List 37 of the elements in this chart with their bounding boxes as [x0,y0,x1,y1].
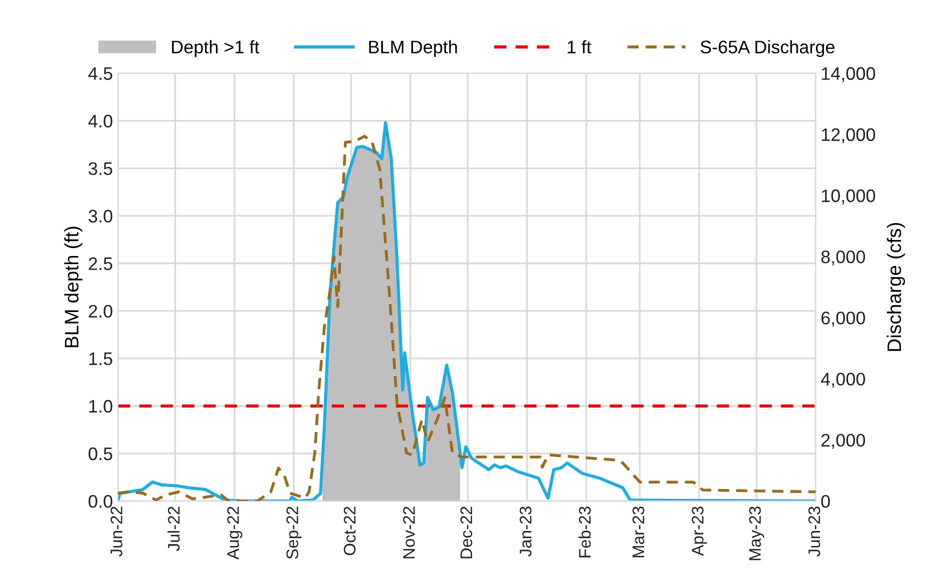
y2-tick-label: 10,000 [822,189,876,204]
y-tick-label: 1.5 [89,352,112,366]
legend-label: Depth >1 ft [172,40,260,57]
x-tick-label: Sep-22 [286,506,302,559]
x-tick-label: Oct-22 [344,506,356,556]
x-tick-label: Jun-22 [110,506,122,557]
x-tick-label: Jan-23 [520,506,532,557]
x-tick-label: Apr-23 [692,506,707,556]
y-tick-label: 2.0 [88,304,112,318]
y-tick-label: 4.0 [88,114,112,128]
y-axis-title: BLM depth (ft) [64,226,82,348]
legend-label: S-65A Discharge [700,40,834,57]
y2-tick-label: 14,000 [822,67,876,82]
y-tick-label: 3.0 [88,210,112,223]
x-tick-label: Nov-22 [403,506,415,558]
y-tick-label: 4.5 [88,67,112,80]
legend-label: 1 ft [568,40,592,54]
y2-tick-label: 0 [821,494,830,508]
x-tick-label: Mar-23 [632,506,644,558]
x-tick-label: Feb-23 [578,506,591,558]
x-tick-label: Aug-22 [227,506,242,560]
x-tick-label: Jul-22 [167,506,180,552]
y2-tick-label: 8,000 [821,250,866,266]
y2-tick-label: 2,000 [821,434,866,449]
x-tick-label: Dec-22 [460,506,472,558]
y-tick-label: 0.5 [88,447,112,460]
y-tick-label: 3.5 [88,162,112,176]
y2-axis-title: Discharge (cfs) [886,222,906,351]
x-tick-label: Jun-23 [808,506,820,557]
x-tick-label: May-23 [749,506,764,560]
y-tick-label: 1.0 [89,400,112,413]
y2-tick-label: 6,000 [821,312,866,327]
y2-tick-label: 12,000 [822,128,876,144]
y-tick-label: 2.5 [88,257,112,270]
legend-label: BLM Depth [369,40,457,57]
y-tick-label: 0.0 [88,494,112,508]
y2-tick-label: 4,000 [820,372,866,388]
